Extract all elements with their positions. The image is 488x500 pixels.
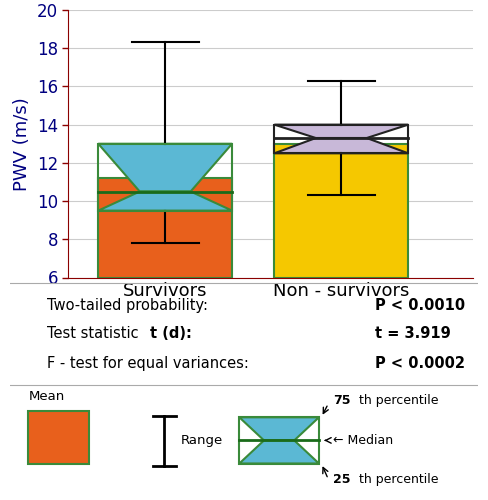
Text: Range: Range [181, 434, 223, 447]
Y-axis label: PWV (m/s): PWV (m/s) [13, 97, 31, 190]
Bar [274, 144, 408, 278]
Polygon shape [239, 440, 319, 464]
Text: t = 3.919: t = 3.919 [375, 326, 451, 341]
Polygon shape [239, 418, 319, 440]
Bar [239, 418, 319, 464]
Text: 75: 75 [333, 394, 350, 407]
Text: P < 0.0010: P < 0.0010 [375, 298, 465, 314]
Text: Test statistic: Test statistic [47, 326, 143, 341]
Text: th percentile: th percentile [359, 473, 438, 486]
Bar [274, 124, 408, 154]
Text: Two-tailed probability:: Two-tailed probability: [47, 298, 208, 314]
Text: P < 0.0002: P < 0.0002 [375, 356, 465, 372]
Polygon shape [98, 144, 232, 192]
Text: 25: 25 [333, 473, 350, 486]
Text: Mean: Mean [28, 390, 65, 402]
Bar [98, 178, 232, 278]
Bar [98, 144, 232, 210]
Polygon shape [274, 124, 408, 138]
Text: t (d):: t (d): [150, 326, 192, 341]
Text: F - test for equal variances:: F - test for equal variances: [47, 356, 249, 372]
Polygon shape [274, 138, 408, 154]
Text: th percentile: th percentile [359, 394, 438, 407]
Text: ← Median: ← Median [333, 434, 393, 447]
Polygon shape [98, 192, 232, 210]
Bar [28, 411, 89, 464]
